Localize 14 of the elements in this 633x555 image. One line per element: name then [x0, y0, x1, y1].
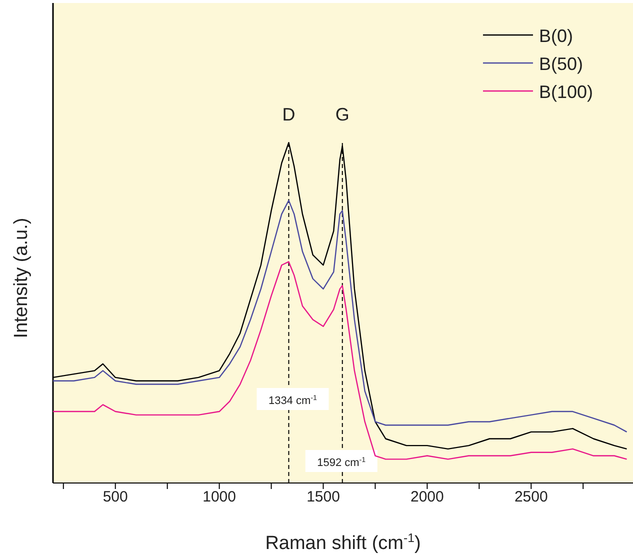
x-tick-label: 2500: [514, 488, 548, 506]
x-tick-label: 500: [102, 488, 128, 506]
ref-line-label: 1592 cm$^{-1}$: [317, 456, 366, 469]
y-axis-title: Intensity (a.u.): [11, 218, 33, 338]
legend-label: B(100): [539, 82, 594, 102]
legend-label: B(50): [539, 54, 584, 74]
x-axis-title: Raman shift (cm$^{-1}$): [265, 531, 421, 554]
ref-line-label: 1334 cm$^{-1}$: [268, 394, 318, 407]
x-tick-label: 1000: [202, 488, 236, 506]
text: G: [335, 104, 350, 125]
legend-label: B(0): [539, 26, 574, 46]
text: D: [282, 104, 296, 125]
x-tick-label: 2000: [410, 488, 444, 506]
x-tick-label: 1500: [306, 488, 340, 506]
